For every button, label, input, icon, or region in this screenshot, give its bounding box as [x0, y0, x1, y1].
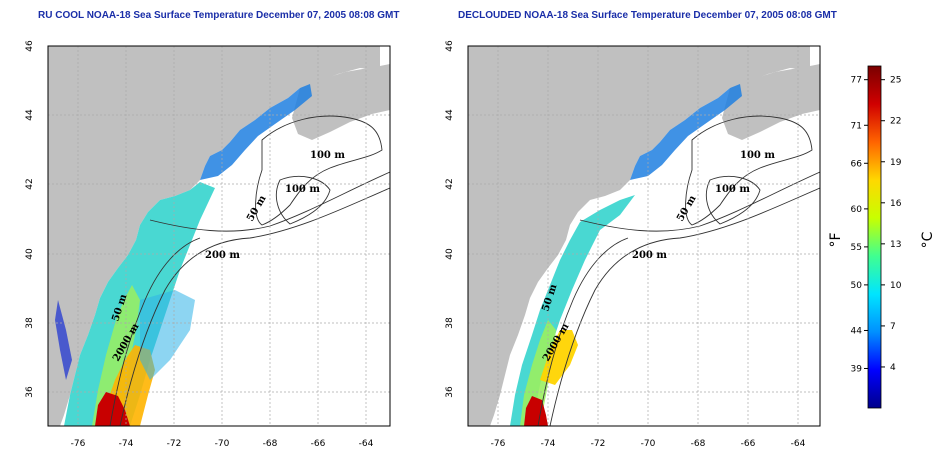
fahrenheit-tick-label: 60 [851, 205, 863, 215]
right-map-title: DECLOUDED NOAA-18 Sea Surface Temperatur… [458, 10, 837, 21]
right-sst-map: 100 m 100 m 50 m 200 m 50 m 2000 m 46 44… [445, 40, 821, 449]
colorbar-ticks: 25 22 19 16 13 10 7 4 77 71 66 60 55 50 44 39 [851, 76, 902, 375]
contour-200m [579, 171, 820, 232]
fahrenheit-unit-label: °F [828, 232, 844, 247]
contour-shelf [537, 237, 629, 426]
x-tick-label: -76 [491, 439, 506, 449]
x-tick-label: -72 [591, 439, 606, 449]
fahrenheit-tick-label: 50 [851, 281, 863, 291]
map-frame [467, 45, 821, 427]
graticule [468, 46, 820, 426]
contour-50m [276, 176, 331, 225]
nova-scotia-land [722, 64, 820, 140]
contour-label: 100 m [715, 184, 750, 195]
celsius-tick-label: 13 [890, 240, 901, 250]
contour-100m [685, 115, 813, 226]
sst-band-cool [64, 182, 215, 426]
land-mass [48, 46, 380, 426]
sst-band-coast-blue [200, 84, 312, 180]
celsius-tick-label: 25 [890, 76, 901, 86]
fahrenheit-tick-label: 55 [851, 243, 862, 253]
fahrenheit-tick-label: 71 [851, 121, 862, 131]
contour-label: 100 m [740, 150, 775, 161]
y-tick-label: 36 [445, 386, 455, 398]
contour-50m [706, 176, 761, 225]
sst-band-coast-blue [630, 84, 742, 180]
y-axis: 46 44 42 40 38 36 [25, 40, 35, 398]
y-axis: 46 44 42 40 38 36 [445, 40, 455, 398]
nova-scotia-land [292, 64, 390, 140]
x-tick-label: -64 [791, 439, 806, 449]
x-tick-label: -64 [359, 439, 374, 449]
fahrenheit-tick-label: 39 [851, 364, 863, 374]
fahrenheit-tick-label: 44 [851, 326, 863, 336]
contour-shelf [109, 237, 201, 426]
colorbar-gradient [867, 65, 882, 409]
sst-band-green [520, 320, 556, 426]
y-tick-label: 36 [25, 386, 35, 398]
y-tick-label: 42 [445, 178, 455, 189]
contour-100m [255, 115, 383, 226]
y-tick-label: 44 [445, 109, 455, 121]
celsius-tick-label: 10 [890, 281, 902, 291]
fahrenheit-tick-label: 66 [851, 159, 863, 169]
x-tick-label: -70 [641, 439, 656, 449]
left-map-title: RU COOL NOAA-18 Sea Surface Temperature … [38, 10, 400, 21]
land-mass [468, 46, 810, 426]
x-tick-label: -76 [71, 439, 86, 449]
y-tick-label: 40 [445, 248, 455, 260]
celsius-tick-label: 19 [890, 158, 902, 168]
x-tick-label: -70 [215, 439, 230, 449]
x-tick-label: -68 [263, 439, 278, 449]
y-tick-label: 46 [25, 40, 35, 52]
contour-label: 200 m [632, 250, 667, 261]
y-tick-label: 40 [25, 248, 35, 260]
contour-label: 100 m [310, 150, 345, 161]
contour-2000m [119, 187, 390, 426]
contour-2000m [549, 187, 820, 426]
x-axis: -76 -74 -72 -70 -68 -66 -64 [71, 439, 374, 449]
y-tick-label: 44 [25, 109, 35, 121]
y-tick-label: 46 [445, 40, 455, 52]
x-axis: -76 -74 -72 -70 -68 -66 -64 [491, 439, 806, 449]
celsius-tick-label: 7 [890, 322, 896, 332]
x-tick-label: -68 [691, 439, 706, 449]
bay-water [55, 300, 72, 380]
x-tick-label: -74 [119, 439, 134, 449]
celsius-tick-label: 22 [890, 117, 901, 127]
contour-label: 100 m [285, 184, 320, 195]
contour-label: 200 m [205, 250, 240, 261]
fahrenheit-tick-label: 77 [851, 76, 862, 86]
x-tick-label: -74 [541, 439, 556, 449]
y-tick-label: 42 [25, 178, 35, 189]
y-tick-label: 38 [445, 317, 455, 329]
x-tick-label: -72 [167, 439, 182, 449]
celsius-unit-label: °C [920, 231, 936, 248]
temperature-colorbar: 25 22 19 16 13 10 7 4 77 71 66 60 55 50 44 39 °F °C [828, 65, 936, 409]
map-frame [47, 45, 391, 427]
sst-gulfstream [95, 392, 130, 426]
celsius-tick-label: 16 [890, 199, 902, 209]
sst-sparse-dots [140, 290, 195, 380]
x-tick-label: -66 [741, 439, 756, 449]
graticule [48, 46, 390, 426]
celsius-tick-label: 4 [890, 363, 896, 373]
sst-band-green [92, 285, 140, 426]
y-tick-label: 38 [25, 317, 35, 329]
left-sst-map: 100 m 100 m 50 m 200 m 50 m 2000 m 46 44… [25, 40, 391, 449]
x-tick-label: -66 [311, 439, 326, 449]
